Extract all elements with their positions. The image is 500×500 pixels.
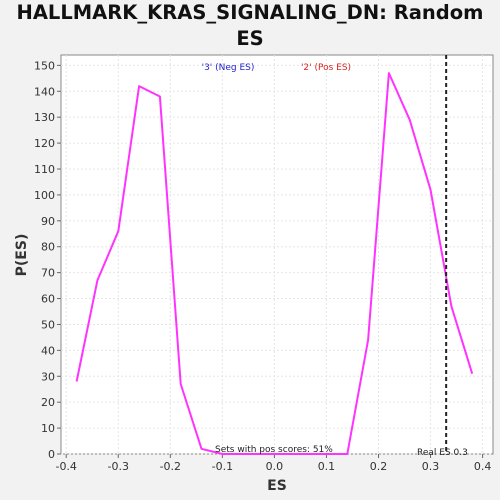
- legend-neg-es: '3' (Neg ES): [202, 63, 255, 73]
- real-es-annotation: Real ES 0.3: [417, 448, 468, 458]
- grid-layer: [61, 55, 493, 455]
- y-tick-label: 130: [34, 111, 55, 124]
- x-axis-title: ES: [267, 478, 287, 494]
- y-axis-title: P(ES): [14, 234, 30, 277]
- x-tick-label: -0.2: [160, 460, 181, 473]
- y-tick-label: 90: [41, 215, 55, 228]
- pos-scores-annotation: Sets with pos scores: 51%: [215, 445, 333, 455]
- x-tick-label: 0.2: [370, 460, 388, 473]
- y-tick-label: 100: [34, 189, 55, 202]
- y-tick-label: 110: [34, 163, 55, 176]
- x-tick-label: -0.4: [55, 460, 76, 473]
- x-tick-label: 0.3: [422, 460, 440, 473]
- y-tick-label: 50: [41, 318, 55, 331]
- x-tick-label: 0.4: [474, 460, 492, 473]
- series-layer: [75, 72, 474, 455]
- y-tick-label: 150: [34, 59, 55, 72]
- x-tick-label: -0.1: [212, 460, 233, 473]
- x-tick-label: -0.3: [108, 460, 129, 473]
- chart-title-line-1: HALLMARK_KRAS_SIGNALING_DN: Random ES: [16, 1, 484, 50]
- series-line: [75, 72, 474, 455]
- y-tick-label: 140: [34, 85, 55, 98]
- axis-layer: -0.4 -0.3 -0.2 -0.1 0.0 0.1 0.2 0.3 0.4 0 10 20 30 40…: [34, 59, 491, 473]
- plot-background: [60, 54, 494, 455]
- x-tick-label: 0.0: [266, 460, 284, 473]
- y-tick-label: 120: [34, 137, 55, 150]
- y-tick-label: 10: [41, 422, 55, 435]
- y-tick-label: 60: [41, 293, 55, 306]
- y-tick-label: 70: [41, 267, 55, 280]
- y-tick-label: 40: [41, 344, 55, 357]
- legend-pos-es: '2' (Pos ES): [301, 63, 351, 73]
- y-tick-label: 80: [41, 241, 55, 254]
- x-tick-label: 0.1: [318, 460, 336, 473]
- y-tick-label: 20: [41, 396, 55, 409]
- y-tick-label: 0: [48, 448, 55, 461]
- y-tick-label: 30: [41, 370, 55, 383]
